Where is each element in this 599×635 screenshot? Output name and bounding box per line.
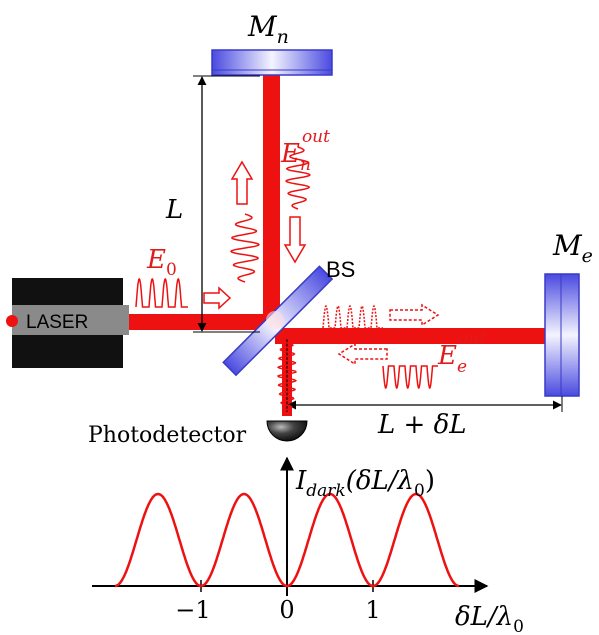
laser: LASER xyxy=(6,278,129,368)
y-axis-label: Idark(δL/λ0) xyxy=(295,466,435,501)
x-tick-label: −1 xyxy=(175,596,210,624)
arrow-input xyxy=(203,286,232,310)
out-e-label: Eeout xyxy=(437,329,486,377)
laser-beams xyxy=(129,75,545,416)
mirror-e-body xyxy=(544,273,580,397)
photodetector-label: Photodetector xyxy=(88,423,247,448)
beam-splitter-center xyxy=(266,311,284,329)
mirror-n-body xyxy=(211,49,333,76)
mirror-e-label: Me xyxy=(552,229,593,267)
x-ticks: −1 0 1 xyxy=(175,580,381,624)
mirror-e xyxy=(544,273,580,397)
input-field-label: E0 xyxy=(146,245,177,280)
mirror-n-label: Mn xyxy=(247,10,289,48)
wave-output xyxy=(276,333,298,415)
arrow-e-right xyxy=(389,303,440,327)
north-arm-beam xyxy=(263,75,280,325)
wave-e-right xyxy=(322,304,383,329)
laser-label: LASER xyxy=(26,312,88,333)
wave-e-left xyxy=(382,365,438,390)
arm-length-e-label: L + δL xyxy=(377,410,467,440)
intensity-plot: −1 0 1 Idark(δL/λ0) δL/λ0 xyxy=(92,456,524,635)
laser-label-box xyxy=(12,305,129,335)
input-beam xyxy=(129,314,272,330)
wave-packets xyxy=(135,146,438,415)
x-tick-label: 1 xyxy=(365,596,380,624)
mirror-n xyxy=(211,49,333,76)
laser-aperture xyxy=(6,315,18,327)
arrow-n-up xyxy=(230,160,254,205)
propagation-arrows xyxy=(203,160,440,366)
arrow-e-left xyxy=(337,342,388,366)
x-tick-label: 0 xyxy=(279,596,294,624)
wave-n-down xyxy=(285,146,311,210)
wave-input xyxy=(135,278,188,308)
out-n-label: Enout xyxy=(280,127,330,175)
arm-length-n-dimension xyxy=(193,75,260,333)
beam-splitter-label: BS xyxy=(326,257,355,282)
photodetector xyxy=(266,420,308,442)
x-axis-label: δL/λ0 xyxy=(455,602,524,635)
arm-length-n-label: L xyxy=(165,195,183,225)
east-arm-beam xyxy=(275,328,545,344)
arm-length-e-dimension xyxy=(286,338,563,412)
wave-n-up xyxy=(230,213,260,283)
intensity-curve xyxy=(114,492,460,588)
arrow-n-down xyxy=(283,216,307,264)
